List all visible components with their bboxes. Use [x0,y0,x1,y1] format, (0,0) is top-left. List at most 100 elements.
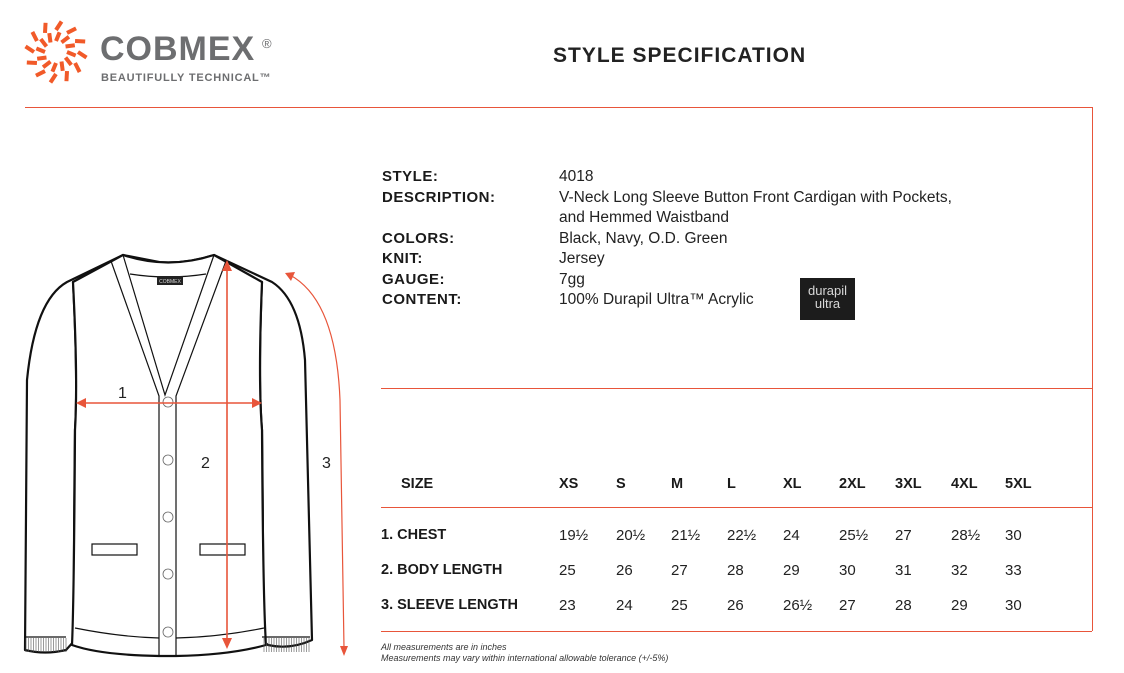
table-cell: 27 [895,527,912,544]
colors-value: Black, Navy, O.D. Green [559,230,728,247]
brand-name: COBMEX [100,30,256,68]
size-col-5xl: 5XL [1005,476,1032,492]
note-tolerance: Measurements may vary within internation… [381,653,669,663]
size-col-xs: XS [559,476,579,492]
table-cell: 28½ [951,527,981,544]
description-value: V-Neck Long Sleeve Button Front Cardigan… [559,189,952,206]
table-cell: 25½ [839,527,869,544]
table-cell: 20½ [616,527,646,544]
cobmex-logo-icon [24,20,88,84]
table-cell: 25 [671,597,688,614]
garment-label-text: COBMEX [159,279,181,285]
logo-ray [54,20,64,32]
logo-ray [63,56,73,67]
table-cell: 21½ [671,527,701,544]
size-col-xl: XL [783,476,802,492]
button-icon [162,568,174,580]
frame-lines [25,107,1093,632]
logo-ray [48,72,58,84]
logo-ray [26,60,38,65]
buttons [162,396,174,638]
note-units: All measurements are in inches [381,642,507,652]
content-value: 100% Durapil Ultra™ Acrylic [559,291,754,308]
table-cell: 29 [951,597,968,614]
content-label: CONTENT: [382,291,462,308]
row-label: 3. SLEEVE LENGTH [381,597,518,613]
row-label: 1. CHEST [381,527,447,543]
size-col-m: M [671,476,684,492]
logo-ray [30,31,39,42]
table-cell: 26½ [783,597,813,614]
table-cell: 24 [783,527,800,544]
size-col-l: L [727,476,736,492]
brand-registered: ® [262,36,272,51]
logo-ray [50,62,58,73]
logo-ray [47,32,53,43]
durapil-logo-line1: durapil [807,283,848,298]
size-col-3xl: 3XL [895,476,922,492]
logo-ray [35,69,46,78]
row-label: 2. BODY LENGTH [381,562,503,578]
logo-ray [36,55,47,61]
knit-label: KNIT: [382,250,423,267]
sleeve-length-arrow [289,274,345,649]
size-col-2xl: 2XL [839,476,866,492]
table-cell: 31 [895,562,912,579]
table-cell: 23 [559,597,576,614]
table-cell: 27 [839,597,856,614]
logo-ray [43,22,48,34]
brand-tagline: BEAUTIFULLY TECHNICAL™ [101,72,272,84]
garment-label [157,276,183,285]
table-cell: 32 [951,562,968,579]
measure-label-2: 2 [201,455,210,472]
button-icon [162,454,174,466]
logo-ray [66,26,77,35]
logo-ray [66,50,77,58]
table-cell: 24 [616,597,633,614]
logo-ray [65,43,76,49]
logo-ray [24,44,36,54]
logo-ray [41,59,52,69]
size-col-4xl: 4XL [951,476,978,492]
logo-ray [73,62,82,73]
description-label: DESCRIPTION: [382,189,496,206]
logo-ray [60,35,71,45]
durapil-logo: durapil ultra [800,278,855,320]
table-cell: 30 [839,562,856,579]
table-cell: 29 [783,562,800,579]
table-cell: 28 [727,562,744,579]
table-cell: 33 [1005,562,1022,579]
logo-ray [64,70,69,82]
logo-ray [76,50,88,60]
logo-ray [74,39,86,44]
table-cell: 19½ [559,527,589,544]
table-cell: 27 [671,562,688,579]
durapil-logo-line2: ultra [814,296,841,311]
gauge-value: 7gg [559,271,585,288]
measure-label-1: 1 [118,385,127,402]
table-cell: 28 [895,597,912,614]
button-icon [162,511,174,523]
button-icon [162,396,174,408]
logo-ray [39,37,49,48]
page-title: STYLE SPECIFICATION [553,44,807,67]
colors-label: COLORS: [382,230,455,247]
logo-ray [35,46,46,54]
logo-ray [59,61,65,72]
logo-ray [54,31,62,42]
table-cell: 30 [1005,527,1022,544]
style-label: STYLE: [382,168,439,185]
table-cell: 30 [1005,597,1022,614]
button-icon [162,626,174,638]
measurement-arrows [76,260,348,656]
size-header: SIZE [401,476,434,492]
measure-label-3: 3 [322,455,331,472]
table-cell: 25 [559,562,576,579]
table-cell: 22½ [727,527,757,544]
style-value: 4018 [559,168,594,185]
table-cell: 26 [616,562,633,579]
gauge-label: GAUGE: [382,271,445,288]
table-cell: 26 [727,597,744,614]
knit-value: Jersey [559,250,605,267]
